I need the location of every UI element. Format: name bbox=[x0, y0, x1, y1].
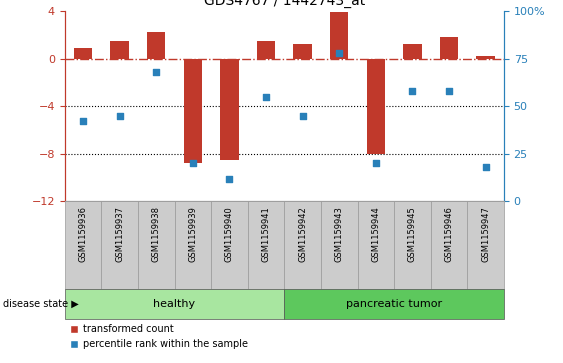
Point bbox=[188, 160, 197, 166]
Text: GSM1159936: GSM1159936 bbox=[79, 206, 87, 262]
Bar bbox=[220, 58, 239, 160]
Bar bbox=[175, 201, 211, 289]
Bar bbox=[257, 41, 275, 58]
Bar bbox=[330, 12, 348, 58]
Point bbox=[298, 113, 307, 119]
Text: GSM1159943: GSM1159943 bbox=[335, 206, 343, 262]
Bar bbox=[110, 41, 129, 58]
Point bbox=[225, 176, 234, 182]
Bar bbox=[467, 201, 504, 289]
Bar bbox=[147, 32, 166, 58]
Point bbox=[334, 50, 343, 56]
Bar bbox=[211, 201, 248, 289]
Bar bbox=[476, 56, 495, 58]
Text: GSM1159946: GSM1159946 bbox=[445, 206, 453, 262]
Bar bbox=[101, 201, 138, 289]
Bar bbox=[440, 37, 458, 58]
Text: GSM1159942: GSM1159942 bbox=[298, 206, 307, 262]
Text: pancreatic tumor: pancreatic tumor bbox=[346, 299, 442, 309]
Text: GSM1159938: GSM1159938 bbox=[152, 206, 160, 262]
Bar bbox=[248, 201, 284, 289]
Bar bbox=[65, 201, 101, 289]
Point bbox=[115, 113, 124, 119]
Point bbox=[152, 69, 161, 75]
Bar bbox=[367, 58, 385, 154]
Bar bbox=[321, 201, 358, 289]
Bar bbox=[284, 201, 321, 289]
Point bbox=[445, 88, 454, 94]
Legend: transformed count, percentile rank within the sample: transformed count, percentile rank withi… bbox=[70, 324, 248, 349]
Bar bbox=[138, 201, 175, 289]
Text: GSM1159939: GSM1159939 bbox=[189, 206, 197, 262]
Text: healthy: healthy bbox=[154, 299, 195, 309]
Text: GSM1159944: GSM1159944 bbox=[372, 206, 380, 262]
Title: GDS4767 / 1442743_at: GDS4767 / 1442743_at bbox=[204, 0, 365, 8]
Text: GSM1159945: GSM1159945 bbox=[408, 206, 417, 262]
Text: GSM1159937: GSM1159937 bbox=[115, 206, 124, 262]
Text: GSM1159947: GSM1159947 bbox=[481, 206, 490, 262]
Point bbox=[372, 160, 381, 166]
Bar bbox=[358, 201, 394, 289]
Point bbox=[79, 118, 88, 124]
Bar bbox=[394, 201, 431, 289]
Text: disease state ▶: disease state ▶ bbox=[3, 299, 79, 309]
Point bbox=[408, 88, 417, 94]
Bar bbox=[403, 44, 422, 58]
Bar bbox=[184, 58, 202, 163]
Bar bbox=[65, 289, 284, 319]
Text: GSM1159941: GSM1159941 bbox=[262, 206, 270, 262]
Bar bbox=[74, 48, 92, 58]
Point bbox=[261, 94, 270, 99]
Bar bbox=[293, 44, 312, 58]
Bar bbox=[284, 289, 504, 319]
Point bbox=[481, 164, 490, 170]
Bar bbox=[431, 201, 467, 289]
Text: GSM1159940: GSM1159940 bbox=[225, 206, 234, 262]
